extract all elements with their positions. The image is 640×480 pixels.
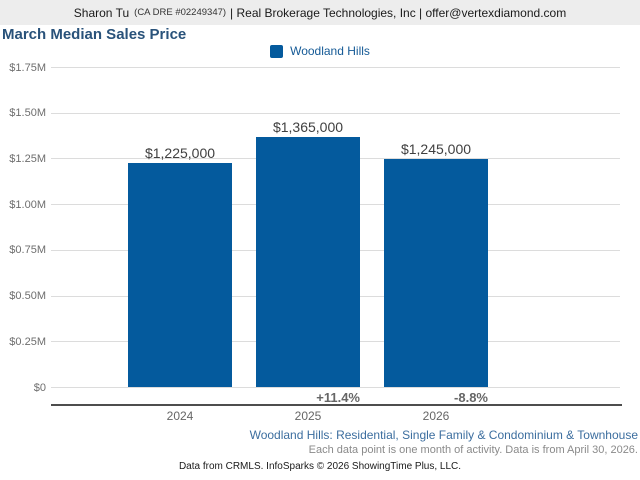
bar-2024 — [128, 163, 232, 387]
gridline — [51, 112, 620, 114]
chart-title: March Median Sales Price — [2, 26, 187, 43]
legend-label: Woodland Hills — [290, 44, 370, 58]
pct-change-label: -8.8% — [454, 390, 488, 405]
bar-2025 — [256, 137, 360, 387]
x-axis-category-label: 2026 — [422, 409, 450, 423]
bar-value-label: $1,245,000 — [400, 141, 472, 158]
y-axis-tick-label: $0 — [33, 381, 46, 394]
gridline — [51, 387, 620, 388]
agent-license: (CA DRE #02249347) — [134, 7, 227, 18]
x-axis-line — [51, 404, 622, 406]
chart-legend: Woodland Hills — [0, 44, 640, 58]
pct-change-label: +11.4% — [316, 390, 360, 405]
legend-swatch-icon — [270, 44, 284, 58]
y-axis-tick-label: $1.25M — [9, 152, 46, 165]
bar-value-label: $1,365,000 — [272, 119, 344, 136]
x-axis-category-label: 2024 — [166, 409, 194, 423]
agent-name: Sharon Tu — [73, 5, 130, 20]
y-axis-tick-label: $1.75M — [9, 61, 46, 74]
x-axis-category-label: 2025 — [294, 409, 322, 423]
agent-header: Sharon Tu (CA DRE #02249347) | Real Brok… — [0, 0, 640, 25]
footer-data-note: Each data point is one month of activity… — [308, 444, 638, 456]
y-axis-tick-label: $1.00M — [9, 198, 46, 211]
gridline — [51, 67, 620, 68]
bar-2026 — [384, 159, 488, 387]
y-axis-tick-label: $0.75M — [9, 244, 46, 257]
y-axis-tick-label: $0.50M — [9, 290, 46, 303]
bar-value-label: $1,225,000 — [144, 145, 216, 161]
footer-copyright: Data from CRMLS. InfoSparks © 2026 Showi… — [178, 461, 462, 472]
footer-market-description: Woodland Hills: Residential, Single Fami… — [249, 428, 638, 442]
y-axis-tick-label: $0.25M — [9, 335, 46, 348]
agent-company-contact: | Real Brokerage Technologies, Inc | off… — [230, 5, 567, 20]
y-axis-tick-label: $1.50M — [9, 107, 46, 120]
